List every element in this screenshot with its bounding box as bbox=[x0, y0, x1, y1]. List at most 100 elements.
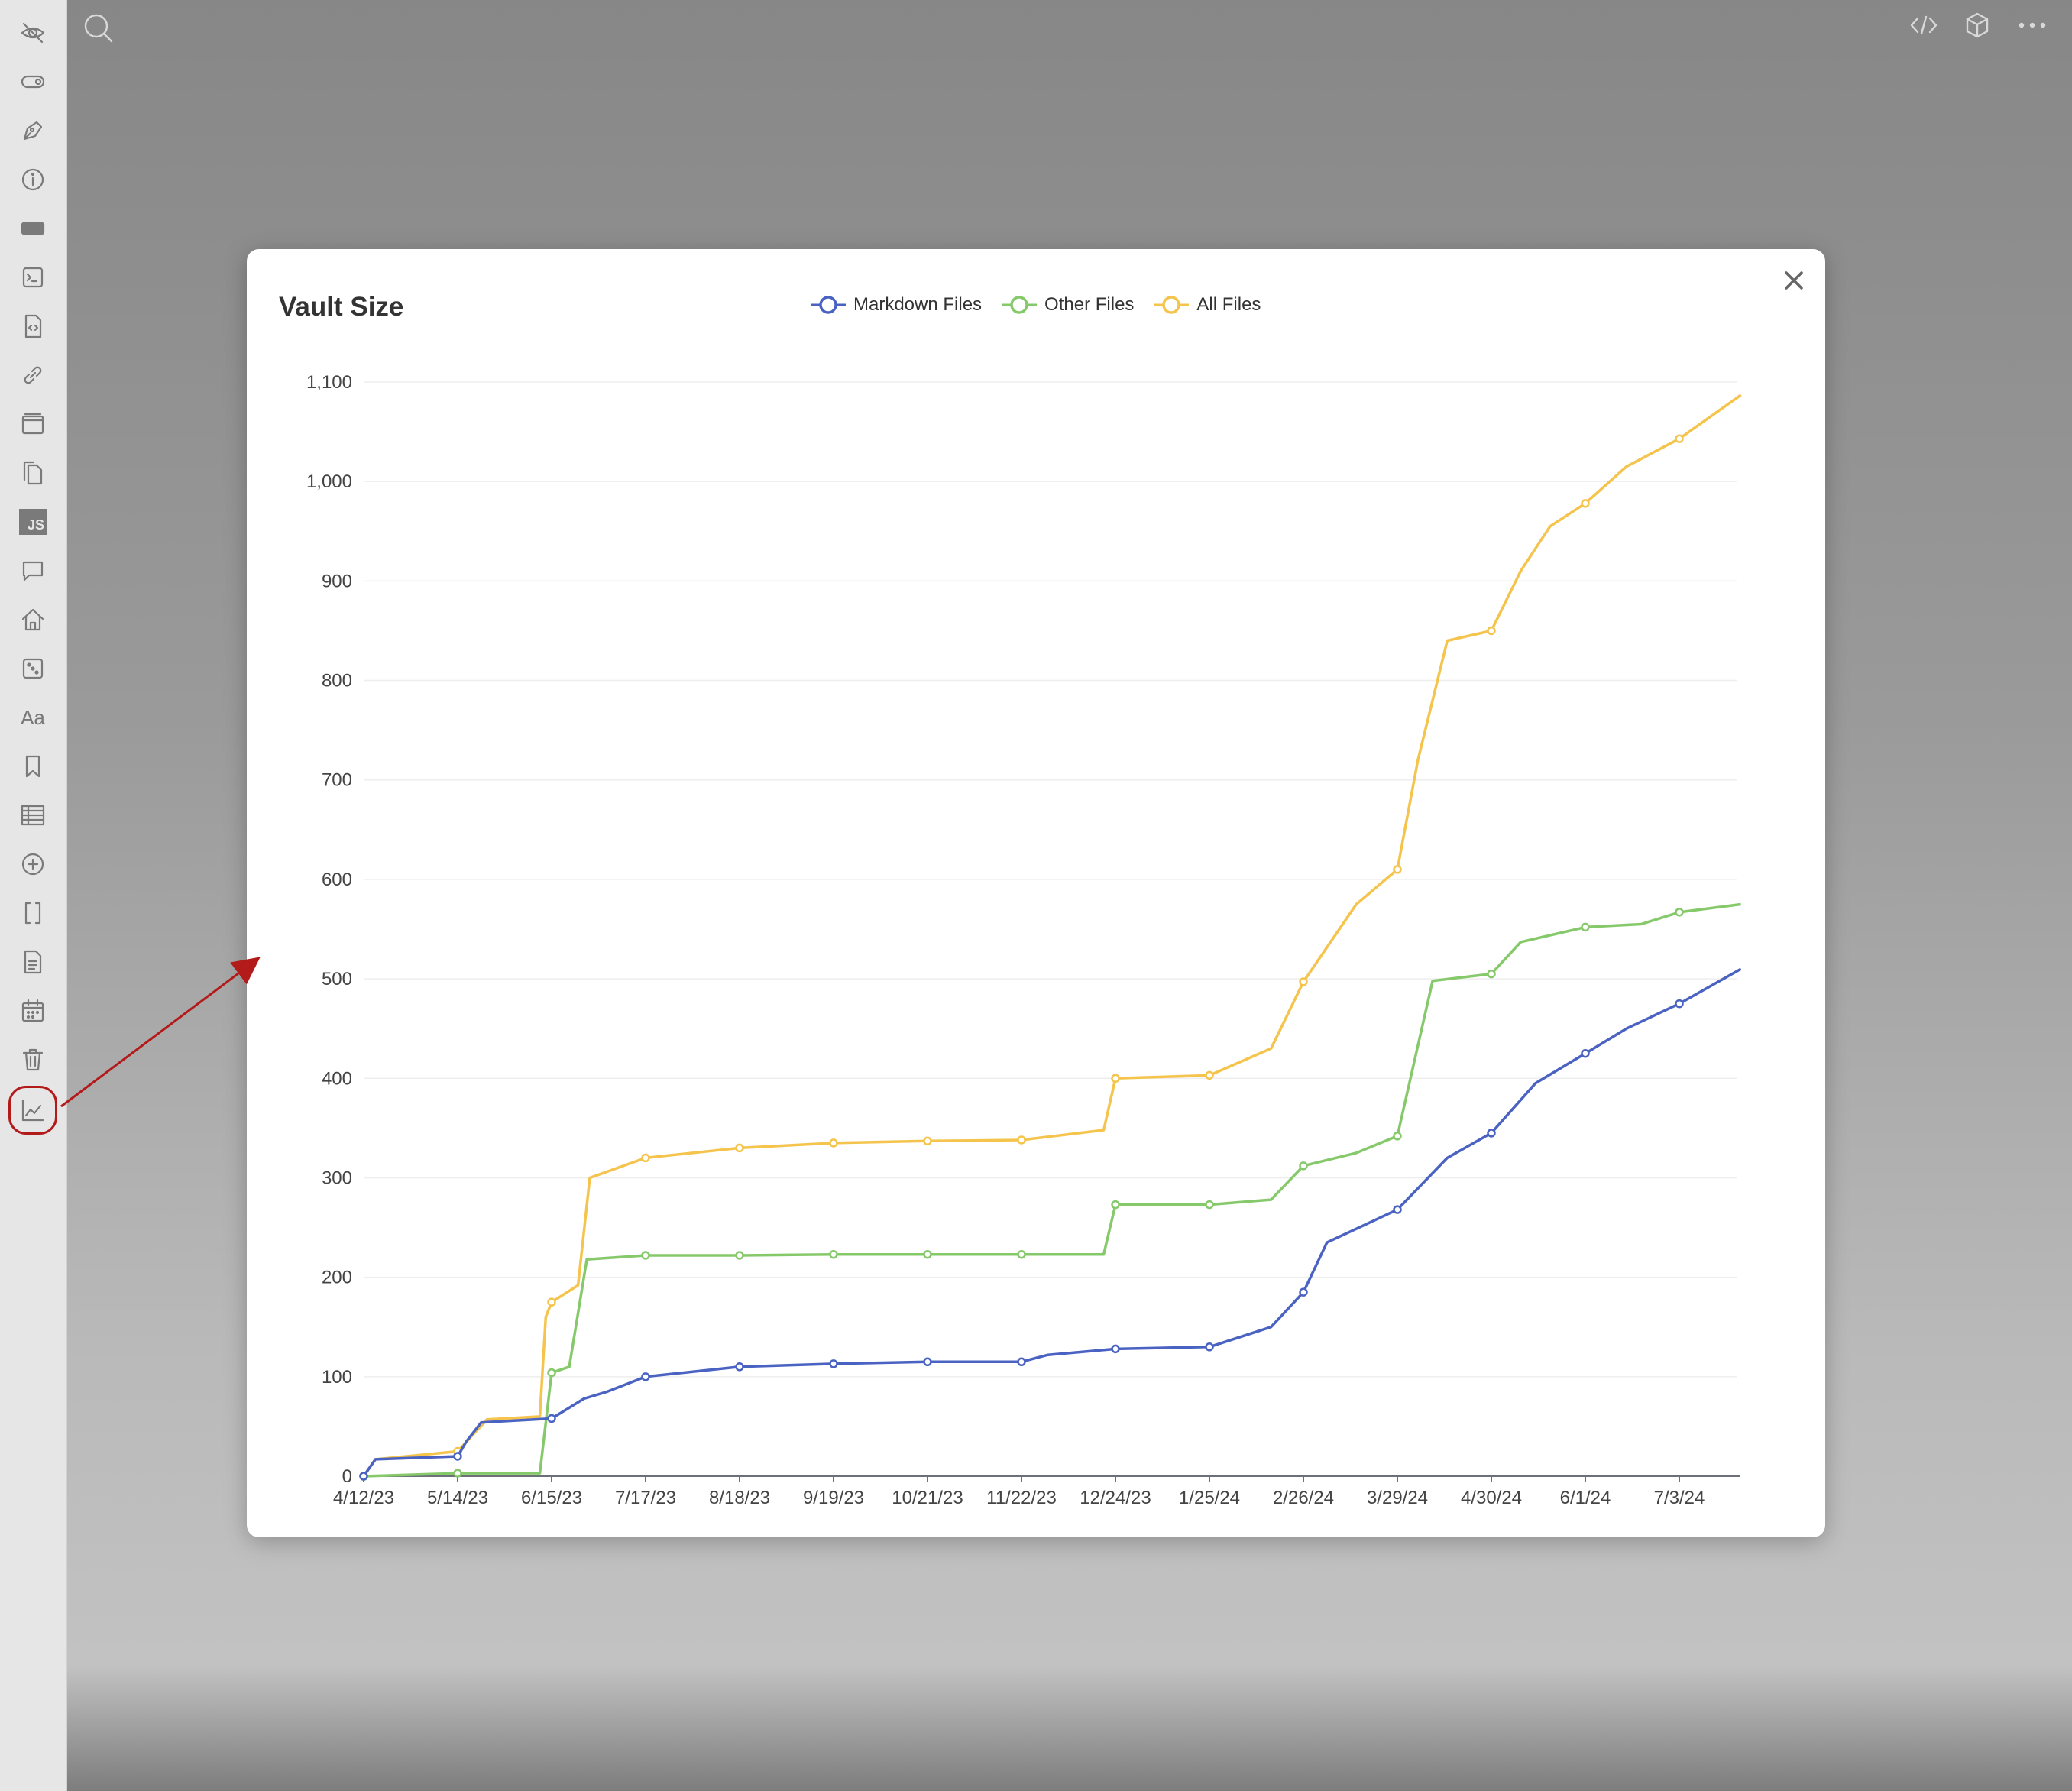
y-tick-label: 400 bbox=[322, 1068, 352, 1089]
data-point bbox=[1299, 1161, 1308, 1171]
terminal-icon[interactable] bbox=[15, 260, 50, 295]
data-point bbox=[1675, 434, 1684, 443]
x-tick-label: 6/15/23 bbox=[521, 1488, 582, 1508]
y-tick-label: 1,100 bbox=[306, 372, 352, 393]
y-tick-label: 0 bbox=[342, 1466, 352, 1487]
legend-item[interactable]: Other Files bbox=[1000, 293, 1134, 316]
legend-marker bbox=[1002, 296, 1038, 314]
data-point bbox=[1581, 922, 1590, 932]
js-icon-label: JS bbox=[19, 509, 47, 535]
close-button[interactable] bbox=[1776, 263, 1811, 298]
data-point bbox=[1111, 1200, 1120, 1210]
data-point bbox=[1581, 1048, 1590, 1058]
data-point bbox=[1111, 1074, 1120, 1083]
x-tick-label: 2/26/24 bbox=[1273, 1488, 1334, 1508]
data-point bbox=[641, 1372, 650, 1381]
legend-marker bbox=[1154, 296, 1190, 314]
x-tick-label: 9/19/23 bbox=[803, 1488, 864, 1508]
data-point bbox=[1487, 626, 1496, 636]
data-point bbox=[1393, 865, 1402, 874]
modal-title: Vault Size bbox=[279, 292, 404, 322]
x-tick-label: 7/3/24 bbox=[1654, 1488, 1705, 1508]
js-icon[interactable]: JS bbox=[15, 504, 50, 539]
info-icon[interactable] bbox=[15, 162, 50, 197]
x-tick-label: 11/22/23 bbox=[986, 1488, 1057, 1508]
copy-files-icon[interactable] bbox=[15, 455, 50, 491]
file-code-icon[interactable] bbox=[15, 309, 50, 344]
chart-legend: Markdown Files Other Files All Files bbox=[809, 293, 1261, 316]
calendar-icon[interactable] bbox=[15, 993, 50, 1028]
y-tick-label: 300 bbox=[322, 1168, 352, 1188]
data-point bbox=[735, 1143, 744, 1153]
toggle-icon[interactable] bbox=[15, 64, 50, 99]
data-point bbox=[1487, 1129, 1496, 1138]
data-point bbox=[923, 1249, 932, 1259]
data-point bbox=[547, 1414, 556, 1423]
data-point bbox=[829, 1359, 838, 1368]
home-icon[interactable] bbox=[15, 602, 50, 637]
data-point bbox=[735, 1362, 744, 1372]
table-icon[interactable] bbox=[15, 798, 50, 833]
y-tick-label: 800 bbox=[322, 671, 352, 691]
data-point bbox=[1675, 999, 1684, 1009]
plus-circle-icon[interactable] bbox=[15, 847, 50, 882]
data-point bbox=[547, 1297, 556, 1307]
brackets-icon[interactable] bbox=[15, 896, 50, 931]
legend-label: All Files bbox=[1196, 294, 1261, 315]
data-point bbox=[1675, 908, 1684, 917]
eye-off-icon[interactable] bbox=[15, 15, 50, 50]
x-tick-label: 7/17/23 bbox=[615, 1488, 676, 1508]
legend-item[interactable]: All Files bbox=[1152, 293, 1261, 316]
y-tick-label: 1,000 bbox=[306, 471, 352, 492]
search-icon[interactable] bbox=[83, 12, 115, 44]
markdown-icon[interactable] bbox=[15, 211, 50, 246]
document-icon[interactable] bbox=[15, 944, 50, 980]
x-tick-label: 4/30/24 bbox=[1461, 1488, 1522, 1508]
pen-tool-icon[interactable] bbox=[15, 113, 50, 148]
x-tick-label: 6/1/24 bbox=[1560, 1488, 1611, 1508]
y-tick-label: 100 bbox=[322, 1367, 352, 1388]
data-point bbox=[641, 1251, 650, 1260]
series-line bbox=[362, 394, 1742, 1478]
data-point bbox=[1017, 1249, 1026, 1259]
trash-icon[interactable] bbox=[15, 1042, 50, 1077]
data-point bbox=[829, 1249, 838, 1259]
left-ribbon: JS Aa bbox=[0, 0, 67, 1791]
x-tick-label: 10/21/23 bbox=[892, 1488, 963, 1508]
data-point bbox=[1111, 1344, 1120, 1354]
data-point bbox=[641, 1153, 650, 1163]
vault-size-modal: Vault Size Markdown Files Other Files All … bbox=[247, 249, 1825, 1537]
y-tick-label: 500 bbox=[322, 969, 352, 989]
x-tick-label: 5/14/23 bbox=[427, 1488, 488, 1508]
data-point bbox=[1299, 977, 1308, 986]
x-tick-label: 3/29/24 bbox=[1367, 1488, 1428, 1508]
dice-icon[interactable] bbox=[15, 651, 50, 686]
bookmark-icon[interactable] bbox=[15, 749, 50, 784]
data-point bbox=[1299, 1287, 1308, 1297]
font-icon[interactable]: Aa bbox=[15, 700, 50, 735]
chart-icon[interactable] bbox=[8, 1086, 57, 1135]
data-point bbox=[829, 1138, 838, 1148]
comment-icon[interactable] bbox=[15, 553, 50, 588]
series-line bbox=[362, 967, 1742, 1478]
panel-icon[interactable] bbox=[15, 406, 50, 442]
close-icon bbox=[1785, 271, 1803, 290]
data-point bbox=[359, 1472, 368, 1481]
link-icon[interactable] bbox=[15, 358, 50, 393]
x-tick-label: 1/25/24 bbox=[1179, 1488, 1240, 1508]
legend-marker bbox=[811, 296, 846, 314]
data-point bbox=[1393, 1132, 1402, 1141]
more-icon[interactable] bbox=[2017, 14, 2048, 37]
data-point bbox=[923, 1136, 932, 1146]
y-tick-label: 600 bbox=[322, 870, 352, 890]
data-point bbox=[923, 1357, 932, 1367]
legend-item[interactable]: Markdown Files bbox=[809, 293, 982, 316]
data-point bbox=[1205, 1200, 1214, 1210]
data-point bbox=[1393, 1205, 1402, 1214]
data-point bbox=[1017, 1357, 1026, 1367]
x-tick-label: 12/24/23 bbox=[1080, 1488, 1151, 1508]
cube-icon[interactable] bbox=[1965, 12, 1989, 38]
data-point bbox=[453, 1469, 462, 1478]
data-point bbox=[547, 1368, 556, 1378]
code-icon[interactable] bbox=[1910, 14, 1938, 37]
